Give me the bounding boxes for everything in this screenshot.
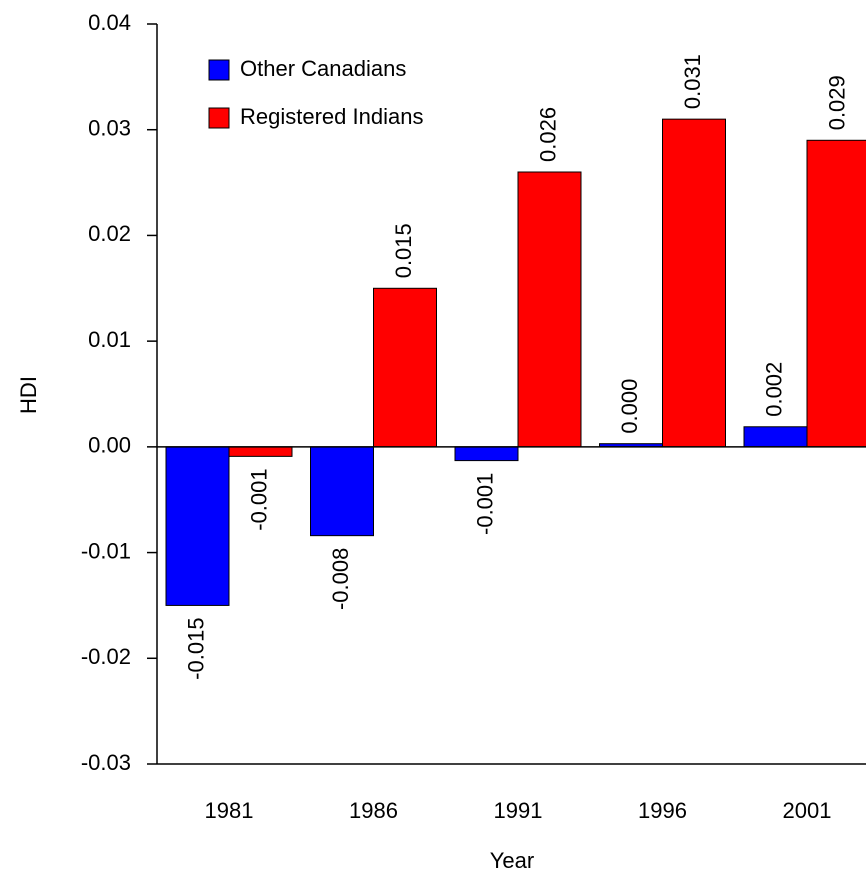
bar <box>228 446 293 457</box>
x-axis-label: Year <box>490 848 534 873</box>
y-tick-label: 0.04 <box>88 10 131 35</box>
legend-label: Registered Indians <box>240 104 423 129</box>
y-axis-label: HDI <box>16 376 41 414</box>
value-label: 0.026 <box>535 107 560 162</box>
y-tick-label: 0.01 <box>88 327 131 352</box>
x-tick-label: 1996 <box>638 798 687 823</box>
bar <box>310 446 374 537</box>
legend-label: Other Canadians <box>240 56 406 81</box>
bar <box>165 446 230 606</box>
x-tick-label: 2001 <box>783 798 832 823</box>
value-label: 0.029 <box>824 75 849 130</box>
y-tick-label: -0.03 <box>81 750 131 775</box>
bar <box>662 118 726 448</box>
y-tick-label: 0.00 <box>88 433 131 458</box>
legend-swatch <box>208 59 230 81</box>
bar <box>373 287 437 448</box>
bar <box>517 171 582 448</box>
bar <box>743 426 808 448</box>
bar <box>454 446 519 462</box>
x-tick-label: 1981 <box>205 798 254 823</box>
value-label: 0.002 <box>761 362 786 417</box>
x-tick-label: 1986 <box>349 798 398 823</box>
x-tick-label: 1991 <box>494 798 543 823</box>
value-label: 0.031 <box>680 54 705 109</box>
value-label: -0.008 <box>328 548 353 610</box>
y-tick-label: -0.01 <box>81 538 131 563</box>
value-label: 0.015 <box>391 223 416 278</box>
value-label: -0.001 <box>472 473 497 535</box>
legend-swatch <box>208 107 230 129</box>
value-label: -0.015 <box>183 617 208 679</box>
value-label: 0.000 <box>617 379 642 434</box>
value-label: -0.001 <box>246 468 271 530</box>
y-tick-label: 0.03 <box>88 116 131 141</box>
y-tick-label: -0.02 <box>81 644 131 669</box>
bar <box>806 139 866 448</box>
y-tick-label: 0.02 <box>88 221 131 246</box>
